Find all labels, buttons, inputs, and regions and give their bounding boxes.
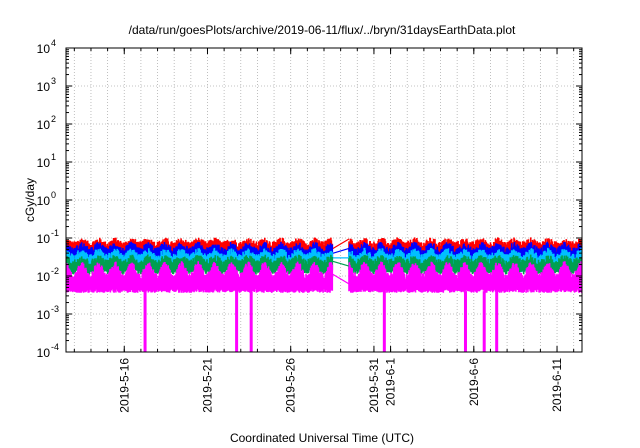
y-tick-label: 10 — [37, 194, 51, 208]
y-tick-exponent: -1 — [51, 228, 59, 238]
grid — [66, 48, 582, 352]
x-axis-label: Coordinated Universal Time (UTC) — [230, 431, 414, 445]
gap-line — [332, 238, 350, 250]
x-tick-label: 2019-6-11 — [550, 358, 564, 412]
gap-line — [332, 247, 350, 254]
y-tick-exponent: 0 — [51, 190, 56, 200]
y-tick-label: 10 — [37, 42, 51, 56]
y-tick-exponent: 1 — [51, 152, 56, 162]
y-tick-exponent: -3 — [51, 304, 59, 314]
y-tick-exponent: 3 — [51, 76, 56, 86]
chart-title: /data/run/goesPlots/archive/2019-06-11/f… — [129, 23, 516, 37]
series-dropout — [249, 291, 253, 352]
y-tick-label: 10 — [37, 156, 51, 170]
series-dropout — [482, 291, 486, 352]
x-tick-label: 2019-5-21 — [200, 358, 214, 413]
gap-line — [332, 260, 350, 267]
x-axis: 2019-5-16 2019-5-21 2019-5-26 2019-5-31 2019… — [73, 48, 575, 413]
series-dropout — [382, 291, 386, 352]
y-tick-exponent: -4 — [51, 342, 59, 352]
y-tick-label: 10 — [37, 80, 51, 94]
y-tick-label: 10 — [37, 346, 51, 360]
y-tick-exponent: 4 — [51, 38, 56, 48]
series-trace — [66, 261, 582, 293]
x-tick-label: 2019-6-1 — [384, 358, 398, 406]
y-tick-label: 10 — [37, 270, 51, 284]
series-dropout — [463, 291, 467, 352]
x-tick-label: 2019-6-6 — [467, 358, 481, 406]
y-tick-exponent: 2 — [51, 114, 56, 124]
y-tick-exponent: -2 — [51, 266, 59, 276]
y-tick-label: 10 — [37, 118, 51, 132]
data-layer — [66, 237, 582, 352]
series-dropout — [495, 291, 499, 352]
series-dropout — [143, 291, 147, 352]
gap-line — [332, 273, 350, 285]
series-dropout — [235, 291, 239, 352]
y-axis-label: cGy/day — [23, 178, 37, 222]
y-tick-label: 10 — [37, 308, 51, 322]
x-tick-label: 2019-5-31 — [367, 358, 381, 413]
x-tick-label: 2019-5-26 — [284, 358, 298, 413]
x-tick-label: 2019-5-16 — [117, 358, 131, 413]
y-tick-label: 10 — [37, 232, 51, 246]
